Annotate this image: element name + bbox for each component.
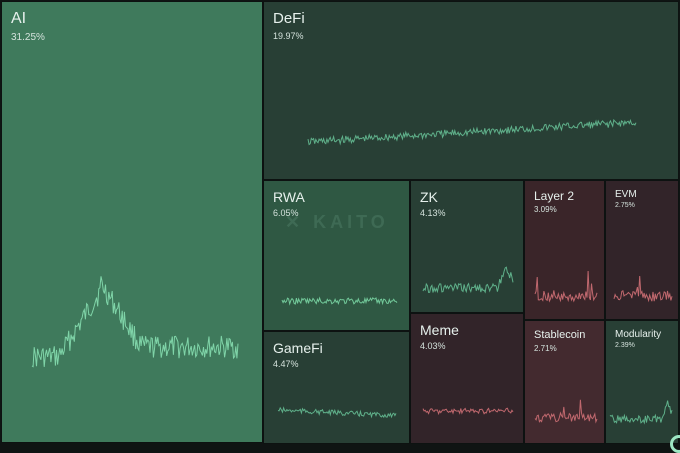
kaito-logo-icon: ✕: [285, 212, 314, 232]
sparkline-ai: [31, 276, 239, 368]
tile-gamefi[interactable]: GameFi 4.47%: [263, 331, 410, 444]
tile-name: DeFi: [273, 10, 305, 27]
kaito-watermark: ✕ KAITO: [285, 212, 389, 233]
tile-percentage: 4.47%: [273, 359, 299, 369]
sparkline-gamefi: [277, 406, 397, 419]
tile-percentage: 2.39%: [615, 342, 635, 349]
sparkline-modularity: [609, 400, 673, 425]
sparkline-meme: [422, 407, 514, 416]
watermark-text: KAITO: [313, 212, 389, 232]
sparkline-layer-2: [534, 270, 598, 303]
tile-evm[interactable]: EVM 2.75%: [605, 180, 679, 320]
tile-name: Layer 2: [534, 189, 575, 203]
tile-percentage: 4.13%: [420, 208, 446, 218]
tile-meme[interactable]: Meme 4.03%: [410, 313, 524, 444]
tile-percentage: 2.75%: [615, 202, 635, 209]
tile-name: Stablecoin: [534, 329, 586, 341]
tile-name: AI: [11, 10, 27, 27]
tile-name: Modularity: [615, 329, 662, 340]
tile-percentage: 4.03%: [420, 341, 446, 351]
sparkline-zk: [422, 266, 514, 294]
sparkline-defi: [307, 118, 637, 146]
tile-stablecoin[interactable]: Stablecoin 2.71%: [524, 320, 605, 444]
tile-percentage: 31.25%: [11, 32, 45, 43]
tile-name: EVM: [615, 189, 637, 200]
tile-percentage: 3.09%: [534, 205, 557, 214]
tile-name: GameFi: [273, 340, 323, 356]
sparkline-stablecoin: [534, 399, 598, 424]
tile-percentage: 2.71%: [534, 344, 557, 353]
tile-zk[interactable]: ZK 4.13%: [410, 180, 524, 313]
sparkline-rwa: [281, 296, 398, 306]
tile-name: Meme: [420, 322, 459, 338]
tile-modularity[interactable]: Modularity 2.39%: [605, 320, 679, 444]
corner-badge-icon[interactable]: [670, 435, 680, 453]
tile-defi[interactable]: DeFi 19.97%: [263, 1, 679, 180]
tile-layer-2[interactable]: Layer 2 3.09%: [524, 180, 605, 320]
sparkline-evm: [613, 275, 673, 303]
tile-name: RWA: [273, 189, 305, 205]
tile-rwa[interactable]: RWA 6.05%: [263, 180, 410, 331]
tile-percentage: 6.05%: [273, 208, 299, 218]
tile-percentage: 19.97%: [273, 31, 304, 41]
tile-ai[interactable]: AI 31.25%: [1, 1, 263, 443]
tile-name: ZK: [420, 189, 438, 205]
